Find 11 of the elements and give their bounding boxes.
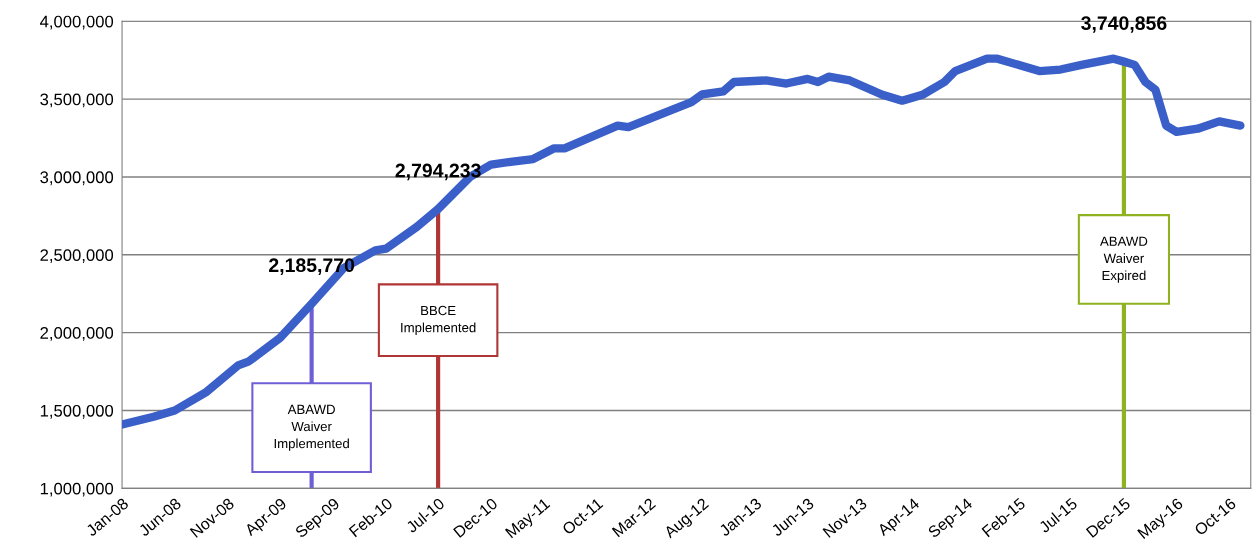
- y-tick-label: 3,500,000: [40, 93, 114, 108]
- annotation: 3,740,856: [1081, 16, 1167, 33]
- y-tick-label: 3,000,000: [40, 171, 114, 186]
- y-tick-label: 1,000,000: [40, 482, 114, 497]
- ref-line-label: ABAWD Waiver Implemented: [274, 404, 349, 451]
- y-tick-label: 2,000,000: [40, 327, 114, 341]
- y-tick-label: 2,500,000: [40, 249, 114, 263]
- ref-line-label: ABAWD Waiver Expired: [1100, 236, 1148, 283]
- y-tick-label: 4,000,000: [39, 15, 114, 30]
- y-tick-label: 1,500,000: [40, 404, 114, 419]
- ref-line-label: BBCE Implemented: [401, 305, 476, 335]
